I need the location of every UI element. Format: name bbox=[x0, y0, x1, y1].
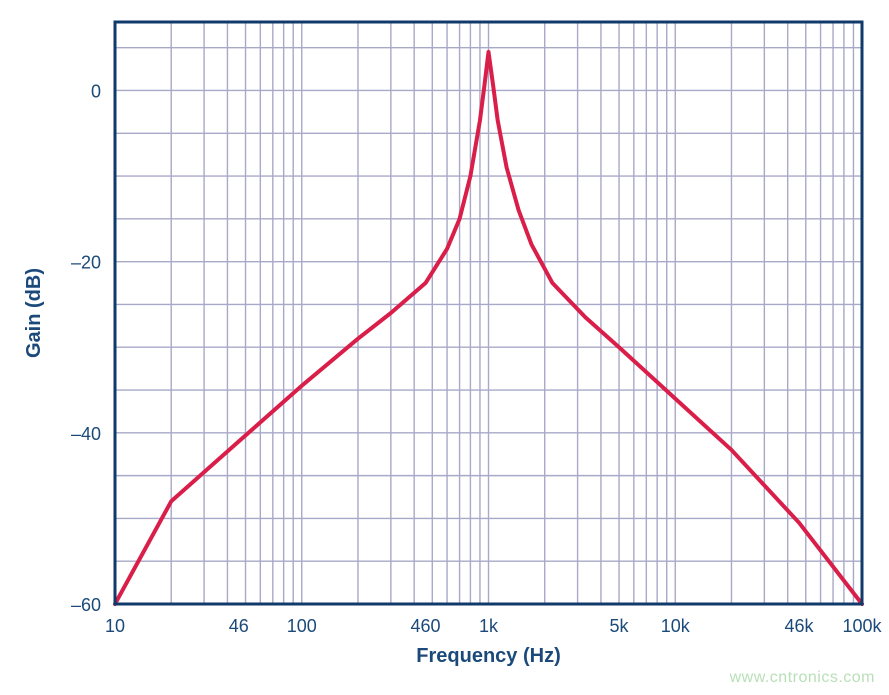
bandpass-gain-chart: –60 –40 –20 0 10 46 100 460 1k 5k 10k 46k 100k Freque… bbox=[0, 0, 889, 695]
x-tick-label: 100 bbox=[287, 616, 317, 636]
x-tick-label: 10k bbox=[661, 616, 691, 636]
watermark-text: www.cntronics.com bbox=[730, 669, 875, 687]
x-tick-label: 10 bbox=[105, 616, 125, 636]
x-tick-label: 100k bbox=[842, 616, 882, 636]
x-tick-label: 1k bbox=[479, 616, 499, 636]
x-tick-label: 5k bbox=[610, 616, 630, 636]
chart-svg: –60 –40 –20 0 10 46 100 460 1k 5k 10k 46k 100k Freque… bbox=[0, 0, 889, 695]
y-tick-label: –60 bbox=[71, 595, 101, 615]
x-tick-label: 460 bbox=[410, 616, 440, 636]
y-tick-label: –20 bbox=[71, 253, 101, 273]
y-tick-label: –40 bbox=[71, 424, 101, 444]
x-tick-label: 46k bbox=[785, 616, 815, 636]
y-axis-label: Gain (dB) bbox=[23, 268, 45, 358]
x-axis-label: Frequency (Hz) bbox=[416, 645, 560, 667]
x-tick-label: 46 bbox=[229, 616, 249, 636]
y-tick-label: 0 bbox=[91, 81, 101, 101]
